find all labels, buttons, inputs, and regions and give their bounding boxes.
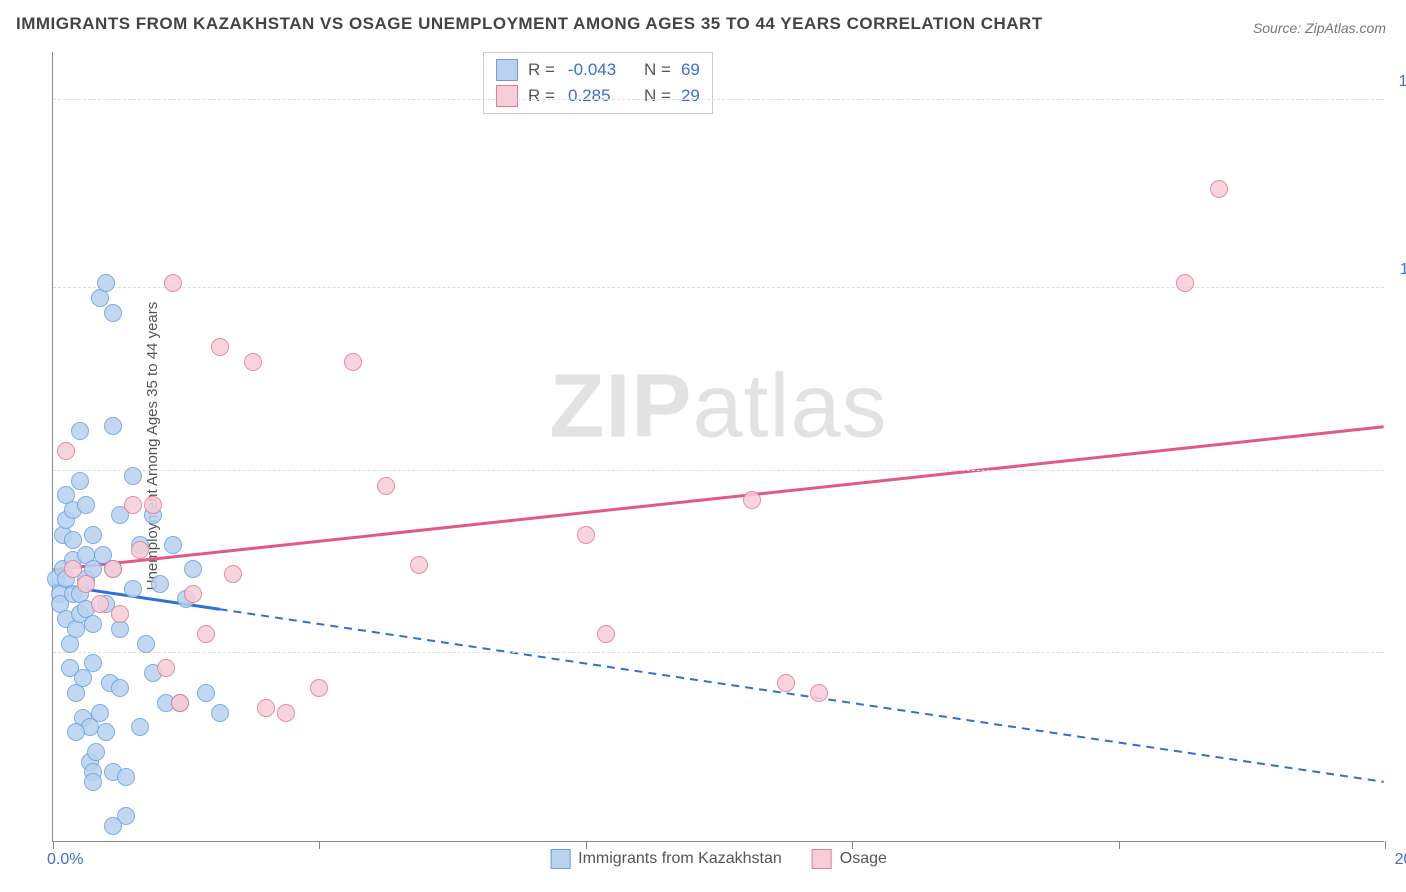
data-point-osage xyxy=(184,585,202,603)
data-point-osage xyxy=(810,684,828,702)
data-point-kazakhstan xyxy=(137,635,155,653)
data-point-osage xyxy=(157,659,175,677)
data-point-osage xyxy=(597,625,615,643)
data-point-kazakhstan xyxy=(131,718,149,736)
data-point-kazakhstan xyxy=(124,467,142,485)
data-point-kazakhstan xyxy=(117,768,135,786)
data-point-osage xyxy=(131,541,149,559)
data-point-osage xyxy=(777,674,795,692)
data-point-kazakhstan xyxy=(67,723,85,741)
data-point-kazakhstan xyxy=(197,684,215,702)
data-point-osage xyxy=(197,625,215,643)
data-point-osage xyxy=(410,556,428,574)
y-tick-label: 11.2% xyxy=(1400,261,1406,279)
r-value-osage: 0.285 xyxy=(568,86,628,106)
legend-swatch-osage xyxy=(812,849,832,869)
legend-row-kazakhstan: R = -0.043 N = 69 xyxy=(496,59,700,81)
data-point-kazakhstan xyxy=(84,654,102,672)
data-point-osage xyxy=(57,442,75,460)
x-max-label: 20.0% xyxy=(1395,851,1406,869)
y-tick-label: 15.0% xyxy=(1399,73,1406,91)
data-point-kazakhstan xyxy=(151,575,169,593)
data-point-kazakhstan xyxy=(124,580,142,598)
x-tick xyxy=(1119,841,1120,849)
data-point-osage xyxy=(310,679,328,697)
data-point-kazakhstan xyxy=(77,496,95,514)
data-point-kazakhstan xyxy=(71,472,89,490)
data-point-kazakhstan xyxy=(84,773,102,791)
data-point-osage xyxy=(171,694,189,712)
x-tick xyxy=(53,841,54,849)
data-point-osage xyxy=(277,704,295,722)
data-point-kazakhstan xyxy=(184,560,202,578)
data-point-osage xyxy=(577,526,595,544)
data-point-kazakhstan xyxy=(84,615,102,633)
r-value-kazakhstan: -0.043 xyxy=(568,60,628,80)
data-point-kazakhstan xyxy=(84,526,102,544)
n-value-osage: 29 xyxy=(681,86,700,106)
legend-series: Immigrants from Kazakhstan Osage xyxy=(550,849,887,869)
data-point-osage xyxy=(124,496,142,514)
data-point-osage xyxy=(211,338,229,356)
legend-swatch-osage xyxy=(496,85,518,107)
data-point-osage xyxy=(1210,180,1228,198)
data-point-osage xyxy=(377,477,395,495)
data-point-osage xyxy=(64,560,82,578)
legend-item-osage: Osage xyxy=(812,849,887,869)
data-point-osage xyxy=(91,595,109,613)
data-point-kazakhstan xyxy=(104,417,122,435)
legend-item-kazakhstan: Immigrants from Kazakhstan xyxy=(550,849,782,869)
source-label: Source: ZipAtlas.com xyxy=(1253,20,1386,36)
r-label: R = xyxy=(528,86,558,106)
data-point-osage xyxy=(164,274,182,292)
legend-swatch-kazakhstan xyxy=(496,59,518,81)
data-point-kazakhstan xyxy=(97,274,115,292)
data-point-osage xyxy=(104,560,122,578)
data-point-kazakhstan xyxy=(97,723,115,741)
data-point-kazakhstan xyxy=(111,679,129,697)
n-label: N = xyxy=(644,60,671,80)
watermark: ZIPatlas xyxy=(549,356,887,459)
data-point-osage xyxy=(743,491,761,509)
chart-title: IMMIGRANTS FROM KAZAKHSTAN VS OSAGE UNEM… xyxy=(16,14,1043,34)
data-point-kazakhstan xyxy=(104,817,122,835)
data-point-osage xyxy=(144,496,162,514)
x-tick xyxy=(586,841,587,849)
data-point-osage xyxy=(244,353,262,371)
data-point-osage xyxy=(224,565,242,583)
legend-label-osage: Osage xyxy=(840,850,887,868)
x-tick xyxy=(319,841,320,849)
x-min-label: 0.0% xyxy=(47,851,83,869)
n-label: N = xyxy=(644,86,671,106)
legend-label-kazakhstan: Immigrants from Kazakhstan xyxy=(578,850,782,868)
gridline xyxy=(53,470,1384,471)
data-point-kazakhstan xyxy=(164,536,182,554)
gridline xyxy=(53,652,1384,653)
data-point-kazakhstan xyxy=(64,531,82,549)
data-point-osage xyxy=(1176,274,1194,292)
n-value-kazakhstan: 69 xyxy=(681,60,700,80)
legend-row-osage: R = 0.285 N = 29 xyxy=(496,85,700,107)
x-tick xyxy=(852,841,853,849)
data-point-osage xyxy=(111,605,129,623)
legend-swatch-kazakhstan xyxy=(550,849,570,869)
data-point-kazakhstan xyxy=(91,704,109,722)
data-point-kazakhstan xyxy=(87,743,105,761)
plot-area: ZIPatlas R = -0.043 N = 69 R = 0.285 N =… xyxy=(52,52,1384,842)
x-tick xyxy=(1385,841,1386,849)
chart-container: IMMIGRANTS FROM KAZAKHSTAN VS OSAGE UNEM… xyxy=(0,0,1406,892)
r-label: R = xyxy=(528,60,558,80)
legend-correlation: R = -0.043 N = 69 R = 0.285 N = 29 xyxy=(483,52,713,114)
data-point-osage xyxy=(257,699,275,717)
gridline xyxy=(53,99,1384,100)
data-point-osage xyxy=(77,575,95,593)
trend-lines xyxy=(53,52,1384,841)
data-point-kazakhstan xyxy=(211,704,229,722)
data-point-kazakhstan xyxy=(71,422,89,440)
data-point-osage xyxy=(344,353,362,371)
data-point-kazakhstan xyxy=(104,304,122,322)
